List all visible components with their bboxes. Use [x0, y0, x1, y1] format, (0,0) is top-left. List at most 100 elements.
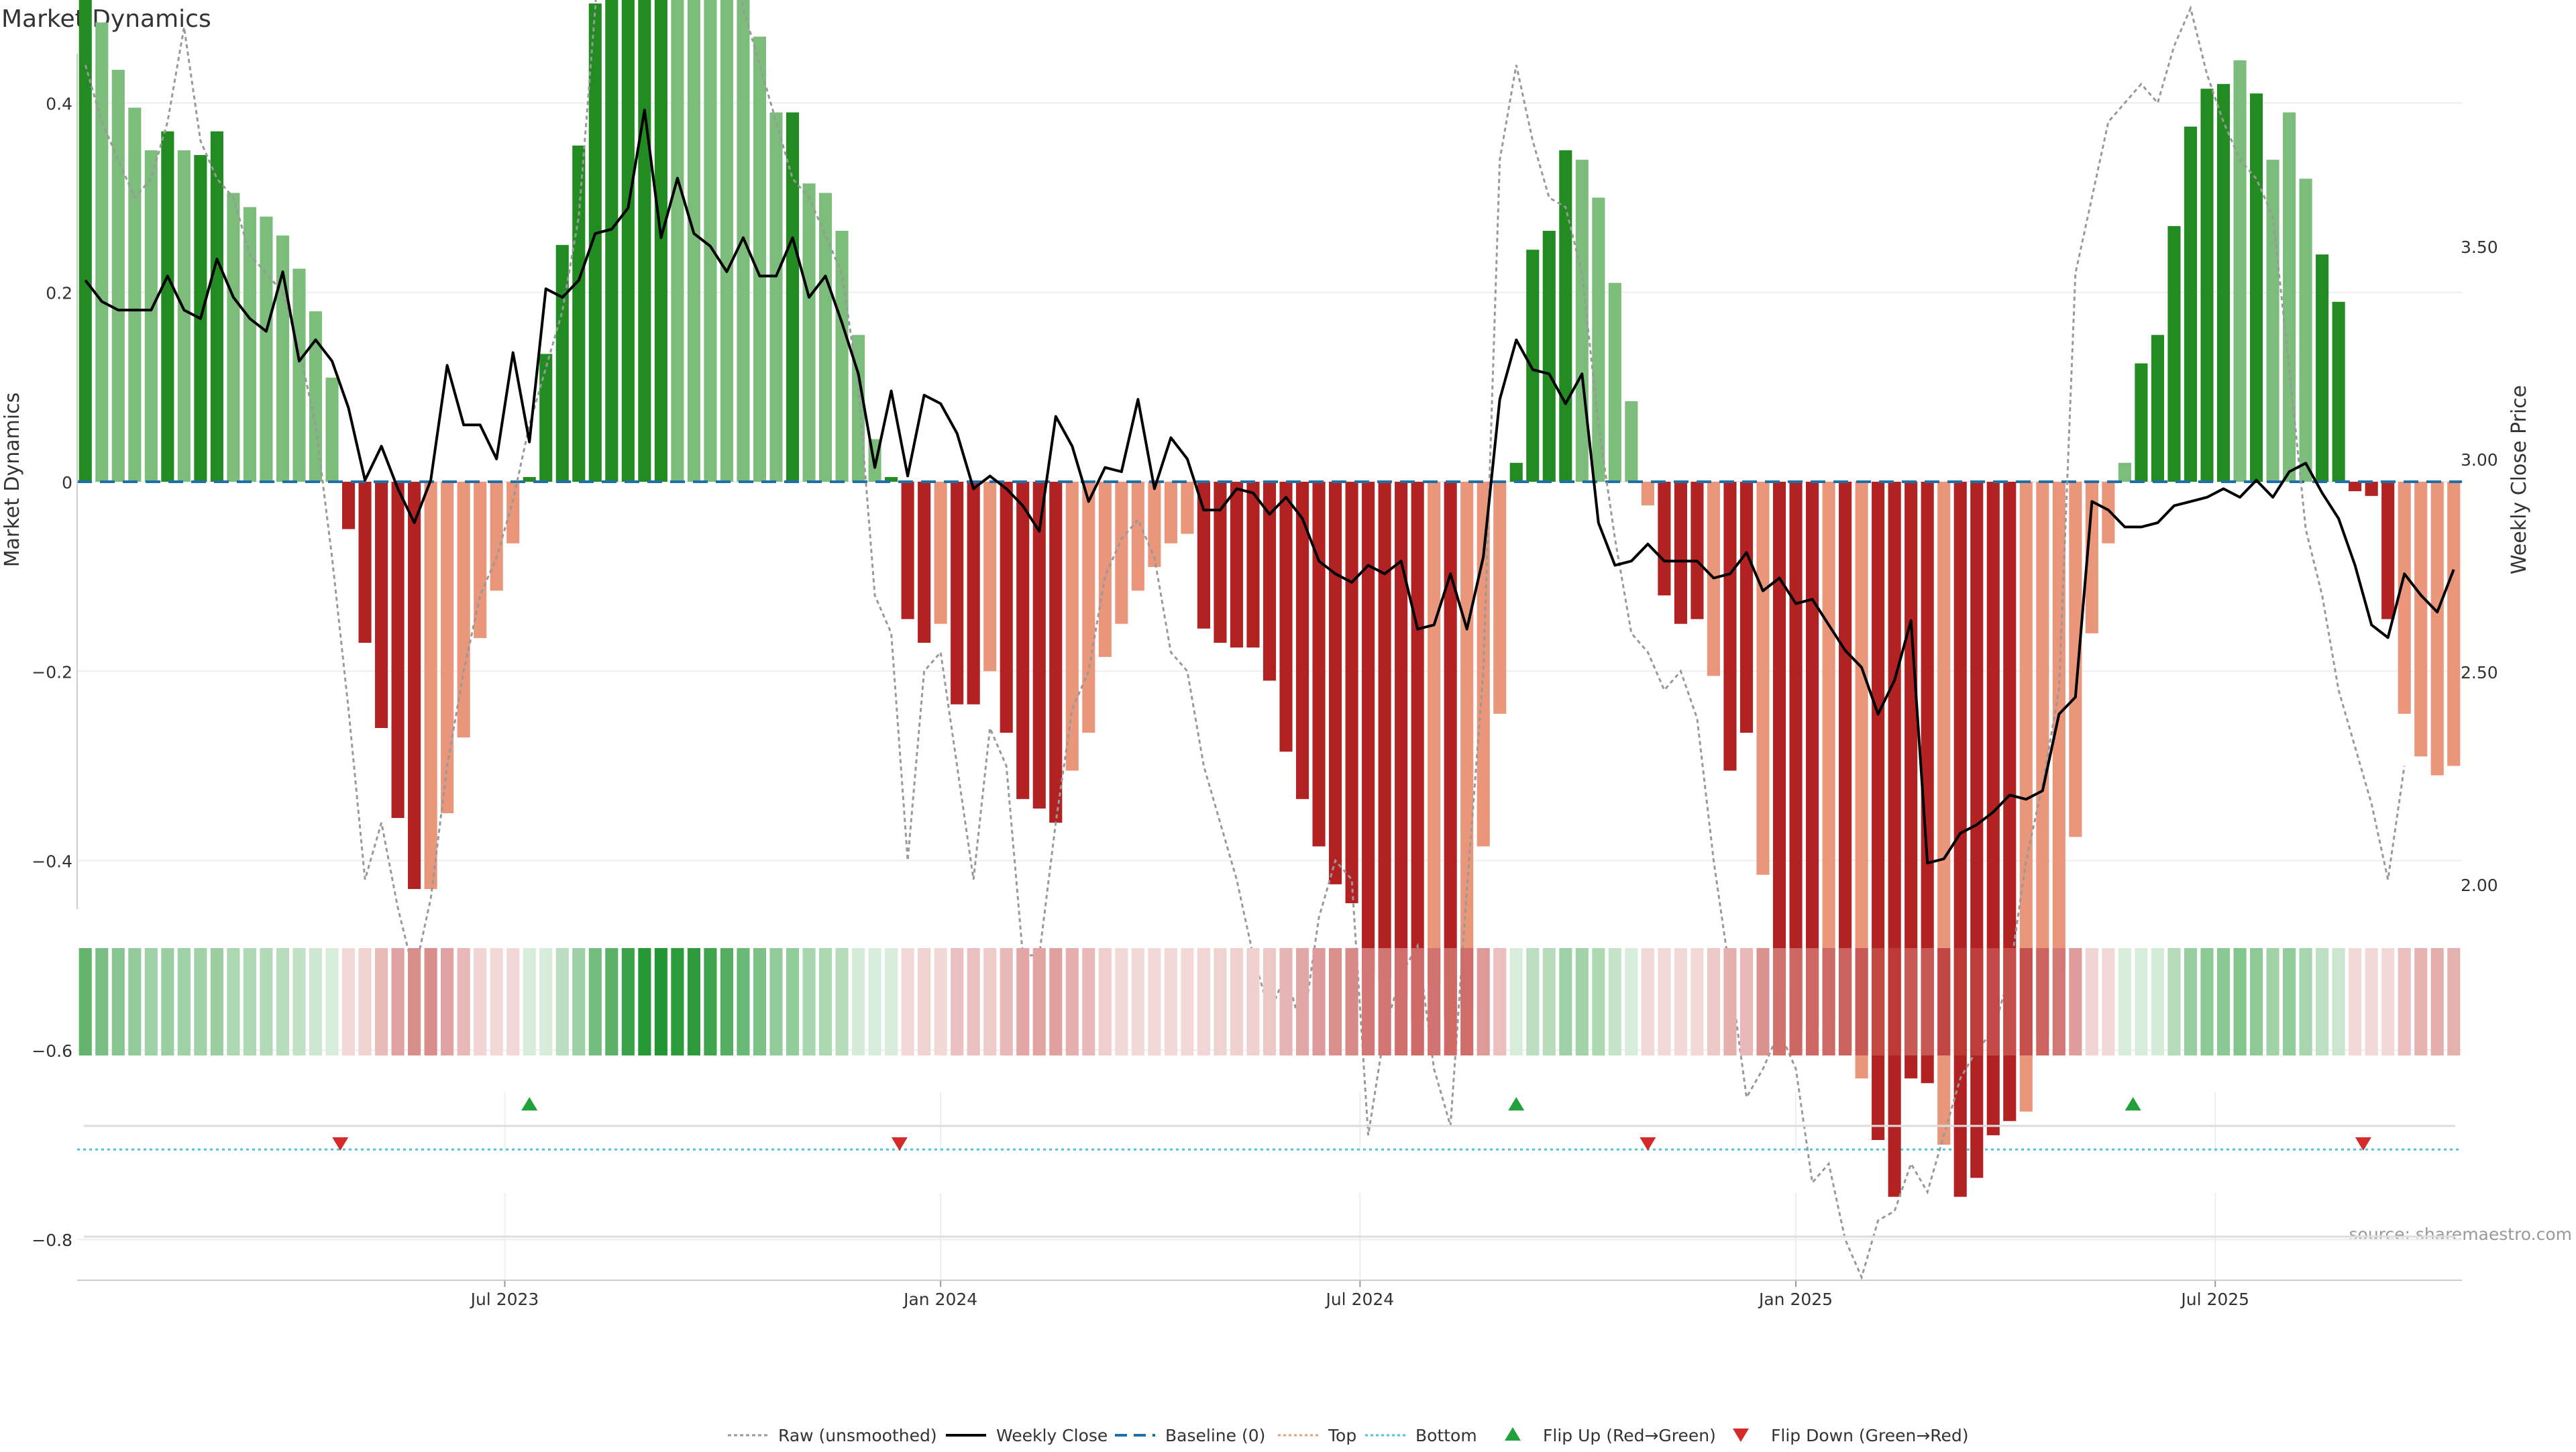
heatmap-cell — [1953, 948, 1967, 1055]
bar — [1098, 482, 1112, 658]
heatmap-cell — [210, 948, 223, 1055]
bar — [1559, 150, 1572, 482]
heatmap-cell — [375, 948, 388, 1055]
heatmap-cell — [1197, 948, 1210, 1055]
bar — [1625, 401, 1638, 482]
heatmap-cell — [1000, 948, 1013, 1055]
bar — [1362, 482, 1375, 974]
heatmap-cell — [1131, 948, 1144, 1055]
bar — [292, 268, 306, 482]
heatmap-cell — [1641, 948, 1654, 1055]
source-note: source: sharemaestro.com — [2349, 1225, 2573, 1244]
y-axis-label: Market Dynamics — [1, 393, 24, 568]
bar — [2316, 254, 2329, 482]
heatmap-cell — [1263, 948, 1277, 1055]
bar — [441, 482, 454, 814]
bar — [2349, 482, 2362, 492]
y-tick-label: 0 — [62, 473, 72, 492]
flip-down-marker — [891, 1137, 908, 1151]
bar — [210, 131, 223, 482]
bar — [1428, 482, 1441, 984]
heatmap-cell — [2216, 948, 2231, 1055]
y2-tick-label: 3.50 — [2461, 238, 2498, 257]
bar — [1000, 482, 1013, 733]
bar — [2249, 93, 2263, 482]
y-tick-label: −0.2 — [32, 662, 72, 682]
heatmap-cell — [1032, 948, 1046, 1055]
y-tick-label: −0.4 — [32, 852, 72, 872]
heatmap-cell — [1295, 948, 1309, 1055]
bar — [309, 311, 323, 482]
heatmap-cell — [901, 948, 914, 1055]
bar — [605, 0, 619, 482]
bar — [424, 482, 437, 889]
heatmap-cell — [78, 948, 92, 1055]
bar — [1148, 482, 1161, 568]
bar — [951, 482, 964, 705]
heatmap-cell — [1477, 948, 1490, 1055]
heatmap-cell — [951, 948, 964, 1055]
bar — [2167, 225, 2181, 482]
heatmap-cell — [1739, 948, 1754, 1055]
heatmap-cell — [918, 948, 931, 1055]
bar — [1181, 482, 1194, 534]
heatmap-cell — [1575, 948, 1589, 1055]
bar — [2085, 482, 2098, 633]
bar — [2233, 60, 2247, 482]
heatmap-cell — [2019, 948, 2033, 1055]
heatmap-cell — [1016, 948, 1030, 1055]
heatmap-cell — [2085, 948, 2098, 1055]
bar — [852, 335, 865, 482]
bar — [967, 482, 980, 705]
heatmap-cell — [1115, 948, 1128, 1055]
heatmap-cell — [2365, 948, 2378, 1055]
heatmap-cell — [1789, 948, 1803, 1055]
bar — [1460, 482, 1474, 1008]
heatmap-cell — [934, 948, 947, 1055]
heatmap-cell — [144, 948, 158, 1055]
bar — [111, 69, 125, 482]
bar — [1263, 482, 1277, 681]
heatmap-cell — [341, 948, 356, 1055]
legend: Raw (unsmoothed) Weekly Close Baseline (0)… — [728, 1426, 1969, 1445]
heatmap-cell — [2316, 948, 2329, 1055]
bar — [539, 354, 553, 482]
x-tick-label: Jul 2023 — [470, 1290, 539, 1309]
heatmap-cell — [2398, 948, 2411, 1055]
bar — [835, 230, 849, 482]
bar — [78, 0, 92, 482]
heatmap-cell — [1592, 948, 1605, 1055]
heatmap-cell — [983, 948, 997, 1055]
heatmap-cell — [1230, 948, 1244, 1055]
legend-label: Bottom — [1415, 1426, 1477, 1445]
flip-down-marker — [2355, 1137, 2371, 1151]
x-tick-label: Jul 2025 — [2180, 1290, 2249, 1309]
y2-tick-label: 2.50 — [2461, 663, 2498, 682]
bar — [2299, 178, 2312, 482]
heatmap-cell — [1888, 948, 1901, 1055]
heatmap-cell — [1509, 948, 1523, 1055]
bar — [621, 0, 635, 482]
bar — [2414, 482, 2428, 757]
heatmap-cell — [1148, 948, 1161, 1055]
bar — [588, 3, 602, 482]
heatmap-cell — [523, 948, 536, 1055]
bar — [1592, 197, 1605, 482]
bar — [671, 0, 684, 482]
heatmap-cell — [753, 948, 767, 1055]
heatmap-cell — [2249, 948, 2263, 1055]
bar — [1378, 482, 1391, 980]
flip-down-marker — [332, 1137, 349, 1151]
bar — [177, 150, 191, 482]
heatmap-cell — [539, 948, 553, 1055]
heatmap-cell — [1921, 948, 1934, 1055]
heatmap-cell — [1098, 948, 1112, 1055]
heatmap-cell — [1937, 948, 1951, 1055]
heatmap-cell — [457, 948, 470, 1055]
bar — [1131, 482, 1144, 591]
heatmap-cell — [1345, 948, 1358, 1055]
heatmap-cell — [2118, 948, 2131, 1055]
bar — [1312, 482, 1326, 847]
legend-label: Baseline (0) — [1165, 1426, 1265, 1445]
lines-layer — [77, 0, 2462, 1281]
